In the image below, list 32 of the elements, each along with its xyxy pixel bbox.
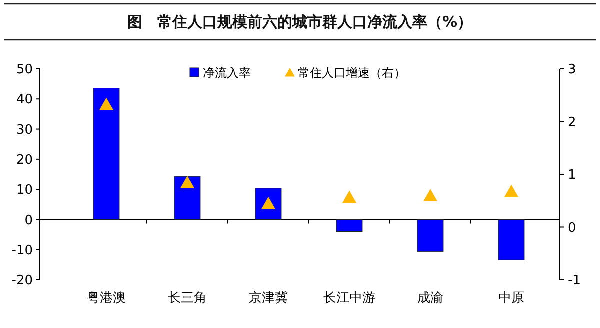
x-tick-label: 中原 [498,291,524,306]
x-tick-label: 长三角 [168,291,207,306]
y2-tick-label: -1 [568,274,581,289]
legend-label: 常住人口增速（右） [298,66,406,80]
y2-tick-label: 1 [568,168,576,184]
point [100,98,114,110]
x-tick-label: 粤港澳 [87,291,126,306]
x-tick-label: 长江中游 [324,291,376,306]
y2-tick-label: 2 [568,115,576,130]
bar [417,219,444,252]
y-tick-label: -10 [12,243,33,258]
point [424,189,438,202]
y-tick-label: 30 [16,122,33,138]
chart-title: 图 常住人口规模前六的城市群人口净流入率（%） [127,13,473,31]
bar [336,219,363,232]
y2-tick-label: 0 [568,220,576,236]
y2-tick-label: 3 [568,62,576,78]
y-tick-label: 10 [16,183,33,198]
point [180,176,194,188]
y-tick-label: 40 [16,92,33,108]
y-tick-label: 20 [16,152,33,168]
bar [498,219,525,260]
y-tick-label: 0 [24,213,33,228]
x-tick-label: 成渝 [418,291,444,306]
bar [174,176,201,220]
y-tick-label: -20 [12,274,33,289]
bar [93,88,120,220]
legend-label: 净流入率 [203,66,251,80]
y-tick-label: 50 [16,62,33,78]
x-tick-label: 京津冀 [249,291,288,306]
point [342,190,356,203]
point [504,184,518,198]
